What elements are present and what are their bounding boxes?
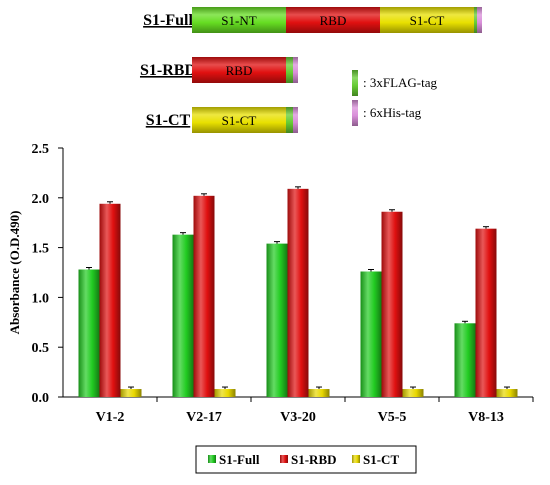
construct-segment [293, 57, 298, 83]
construct-name-s1-full: S1-Full [143, 12, 193, 29]
bar-s1-full [266, 243, 288, 397]
legend-swatch [352, 455, 360, 463]
construct-segment [286, 7, 380, 33]
y-tick-label: 1.0 [32, 291, 50, 306]
construct-segment [192, 57, 286, 83]
construct-segment-label: S1-CT [222, 113, 257, 128]
legend-label: S1-RBD [291, 452, 337, 467]
legend-swatch [208, 455, 216, 463]
construct-segment [286, 107, 293, 133]
construct-segment-label: S1-NT [221, 13, 256, 28]
chart-legend [195, 445, 417, 474]
x-tick-label: V8-13 [468, 410, 504, 425]
bar-s1-ct [496, 389, 518, 397]
bar-s1-ct [402, 389, 424, 397]
y-tick-label: 1.5 [32, 242, 50, 257]
y-tick-label: 2.5 [32, 142, 50, 157]
bar-s1-full [172, 234, 194, 397]
tag-legend-label: : 6xHis-tag [363, 105, 422, 120]
tag-legend-label: : 3xFLAG-tag [363, 75, 438, 90]
construct-segment [380, 7, 474, 33]
construct-segment [286, 57, 293, 83]
bar-s1-rbd [193, 195, 215, 397]
construct-segment-label: RBD [226, 63, 253, 78]
legend-label: S1-CT [363, 452, 399, 467]
construct-segment-label: RBD [320, 13, 347, 28]
tag-legend-swatch [352, 100, 358, 126]
construct-segment [474, 7, 477, 33]
x-tick-label: V2-17 [186, 410, 222, 425]
construct-segment [293, 107, 298, 133]
x-tick-label: V1-2 [96, 410, 125, 425]
bar-s1-full [454, 323, 476, 397]
y-axis-label: Absorbance (O.D.490) [7, 211, 22, 335]
bar-s1-ct [120, 389, 142, 397]
bar-s1-ct [214, 389, 236, 397]
x-tick-label: V5-5 [378, 410, 407, 425]
tag-legend-swatch [352, 70, 358, 96]
y-tick-label: 2.0 [32, 192, 50, 207]
y-tick-label: 0.0 [32, 391, 50, 406]
bar-s1-rbd [381, 211, 403, 397]
y-tick-label: 0.5 [32, 341, 50, 356]
construct-segment-label: S1-CT [410, 13, 445, 28]
construct-segment [192, 7, 286, 33]
construct-name-s1-rbd: S1-RBD [140, 62, 196, 79]
bar-s1-ct [308, 389, 330, 397]
bar-s1-rbd [287, 188, 309, 397]
x-tick-label: V3-20 [280, 410, 316, 425]
legend-label: S1-Full [219, 452, 260, 467]
legend-swatch [280, 455, 288, 463]
bar-s1-full [78, 269, 100, 397]
construct-name-s1-ct: S1-CT [146, 112, 191, 129]
construct-segment [192, 107, 286, 133]
bar-s1-rbd [475, 228, 497, 397]
construct-segment [477, 7, 482, 33]
bar-s1-full [360, 271, 382, 397]
bar-s1-rbd [99, 203, 121, 397]
